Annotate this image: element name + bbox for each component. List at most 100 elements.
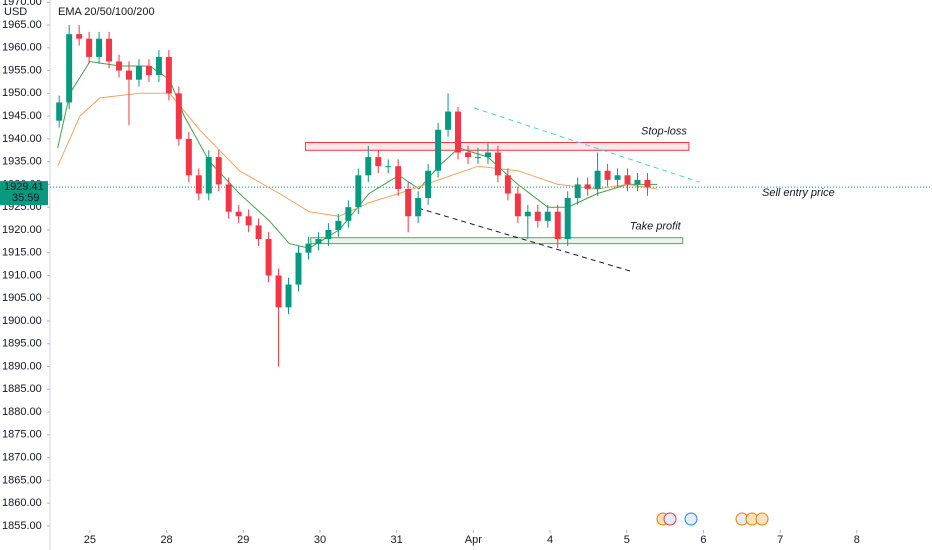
y-tick-label: 1965.00 <box>2 19 42 31</box>
price-box-value: 1929.41 <box>4 181 44 193</box>
candle-body <box>534 211 541 221</box>
x-tick-label: 25 <box>84 534 96 546</box>
candle-body <box>504 175 511 194</box>
candle-body <box>514 193 521 217</box>
y-tick-label: 1960.00 <box>2 42 42 54</box>
y-tick-label: 1950.00 <box>2 87 42 99</box>
candle-body <box>345 207 352 221</box>
candle-body <box>614 175 621 180</box>
candle-body <box>205 157 212 194</box>
candle-body <box>66 34 73 103</box>
event-flag <box>663 512 677 526</box>
candle-body <box>126 70 132 80</box>
candle-body <box>265 239 272 276</box>
candle-body <box>225 184 232 212</box>
candle-body <box>165 56 172 94</box>
candle-body <box>175 93 182 139</box>
x-tick-label: Apr <box>465 534 482 546</box>
candle-body <box>455 111 462 153</box>
candle-body <box>106 38 113 62</box>
chart-title: EMA 20/50/100/200 <box>58 6 155 18</box>
zone-label: Take profit <box>630 221 682 233</box>
currency: USD <box>4 6 27 18</box>
event-flag <box>755 512 769 526</box>
y-tick-label: 1875.00 <box>2 429 42 441</box>
candle-body <box>305 243 312 253</box>
candle-body <box>554 211 561 240</box>
x-tick-label: 29 <box>237 534 249 546</box>
y-tick-label: 1920.00 <box>2 224 42 236</box>
candle-body <box>544 211 551 221</box>
candle-body <box>415 198 422 217</box>
candle-body <box>355 175 362 208</box>
y-tick-label: 1940.00 <box>2 133 42 145</box>
candle-body <box>76 34 83 39</box>
candle-body <box>494 152 501 176</box>
y-tick-label: 1935.00 <box>2 156 42 168</box>
y-tick-label: 1870.00 <box>2 452 42 464</box>
candle-body <box>524 211 531 217</box>
y-tick-label: 1855.00 <box>2 520 42 532</box>
candle-body <box>465 152 471 158</box>
y-tick-label: 1910.00 <box>2 269 42 281</box>
x-tick-label: 30 <box>314 534 326 546</box>
y-tick-label: 1865.00 <box>2 474 42 486</box>
x-tick-label: 7 <box>777 534 783 546</box>
candle-body <box>584 184 591 189</box>
candle-body <box>425 170 432 199</box>
y-tick-label: 1895.00 <box>2 338 42 350</box>
candle-body <box>644 179 651 188</box>
x-tick-label: 28 <box>160 534 172 546</box>
candle-body <box>445 111 452 130</box>
y-tick-label: 1915.00 <box>2 247 42 259</box>
trendline <box>473 107 700 183</box>
sell-entry-label: Sell entry price <box>762 187 835 199</box>
candle-body <box>594 170 601 189</box>
candle-body <box>245 216 252 226</box>
x-tick-label: 31 <box>391 534 403 546</box>
candle-body <box>285 284 292 308</box>
candle-body <box>135 66 142 80</box>
candle-body <box>315 239 322 244</box>
candle-body <box>564 198 571 240</box>
candle-body <box>195 175 202 194</box>
candle-body <box>604 170 611 180</box>
x-tick-label: 4 <box>547 534 553 546</box>
event-flag <box>684 512 698 526</box>
candle-body <box>116 61 123 71</box>
y-tick-label: 1955.00 <box>2 64 42 76</box>
x-tick-label: 6 <box>700 534 706 546</box>
y-tick-label: 1905.00 <box>2 292 42 304</box>
candle-body <box>634 179 641 185</box>
y-tick-label: 1900.00 <box>2 315 42 327</box>
candle-body <box>255 225 262 240</box>
zone-label: Stop-loss <box>641 125 687 137</box>
candle-body <box>185 138 192 176</box>
candle-body <box>295 252 302 285</box>
y-tick-label: 1885.00 <box>2 383 42 395</box>
price-box-countdown: 35:59 <box>12 192 40 204</box>
candle-body <box>335 220 342 230</box>
candle-body <box>435 129 442 171</box>
zone <box>304 142 690 151</box>
x-tick-label: 5 <box>624 534 630 546</box>
zone <box>310 237 684 245</box>
y-tick-label: 1860.00 <box>2 497 42 509</box>
candle-body <box>235 211 242 217</box>
y-tick-label: 1880.00 <box>2 406 42 418</box>
candle-body <box>484 152 491 158</box>
candle-body <box>375 157 382 167</box>
candle-body <box>86 38 93 57</box>
trendline <box>417 207 634 273</box>
candle-body <box>365 157 372 176</box>
candle-body <box>155 56 162 76</box>
candle-body <box>215 157 222 185</box>
candle-body <box>474 157 481 159</box>
candle-body <box>395 166 402 189</box>
candle-body <box>405 188 412 217</box>
y-tick-label: 1945.00 <box>2 110 42 122</box>
candle-body <box>574 184 581 199</box>
candle-body <box>275 275 282 308</box>
y-tick-label: 1970.00 <box>2 0 42 8</box>
